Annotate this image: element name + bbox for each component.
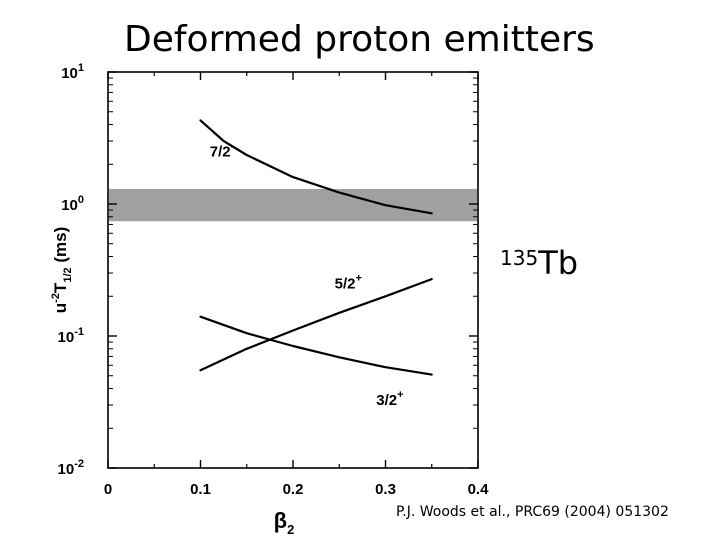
x-tick-label: 0.2 <box>283 481 304 498</box>
isotope-symbol: Tb <box>538 244 579 282</box>
citation: P.J. Woods et al., PRC69 (2004) 051302 <box>396 504 669 520</box>
y-axis-title: u-2T1/2 (ms) <box>50 227 74 313</box>
x-tick-label: 0.3 <box>375 481 396 498</box>
y-tick-label: 10-1 <box>58 326 84 346</box>
isotope-label: 135Tb <box>500 244 578 282</box>
isotope-mass-number: 135 <box>500 246 539 270</box>
experimental-band <box>109 188 477 222</box>
series-label-0: 7/2- <box>210 140 235 160</box>
y-tick-label: 101 <box>61 62 84 82</box>
x-tick-label: 0.4 <box>468 481 490 498</box>
x-tick-label: 0.1 <box>190 481 211 498</box>
series-line-0 <box>199 119 433 215</box>
y-tick-label: 100 <box>61 194 84 214</box>
series-line-1 <box>199 278 433 372</box>
series-label-1: 5/2+ <box>335 272 362 292</box>
y-tick-label: 10-2 <box>58 458 84 478</box>
series-label-2: 3/2+ <box>376 389 403 409</box>
x-tick-label: 0 <box>104 481 112 498</box>
x-axis-title: β2 <box>274 508 295 537</box>
slide-title: Deformed proton emitters <box>124 19 595 60</box>
series-line-2 <box>199 315 433 376</box>
plot-frame <box>107 71 479 469</box>
